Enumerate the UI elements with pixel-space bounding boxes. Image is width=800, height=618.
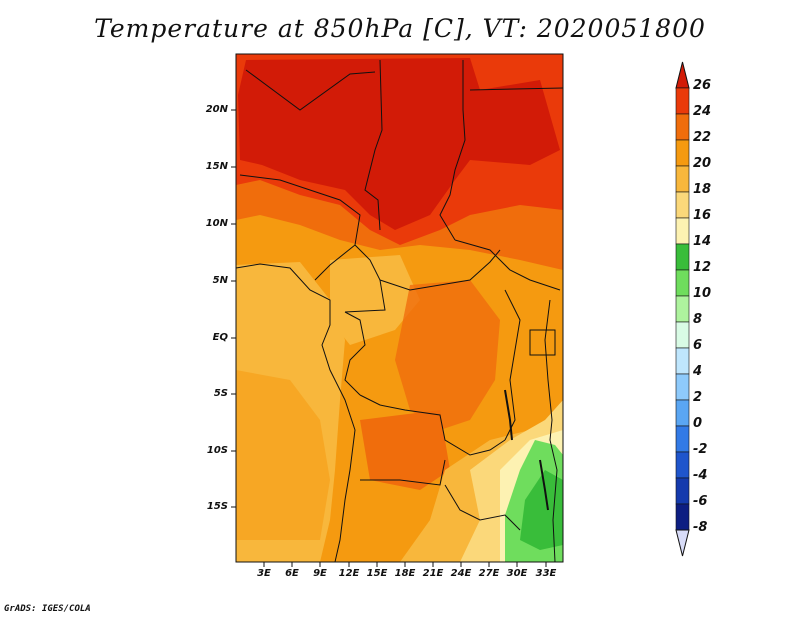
lon-label-21e: 21E: [422, 568, 444, 579]
lon-label-30e: 30E: [506, 568, 528, 579]
colorbar-label-26: 26: [693, 78, 712, 93]
lon-label-24e: 24E: [450, 568, 472, 579]
chart-title: Temperature at 850hPa [C], VT: 202005180…: [94, 14, 706, 43]
lake-tanganyika: [504, 389, 513, 441]
border-sudan-ethiopia: [469, 87, 563, 91]
lat-label-10s: 10S: [206, 445, 228, 456]
colorbar-label-8: 8: [693, 312, 703, 327]
colorbar-under-triangle: [675, 529, 690, 557]
coastline-west: [236, 263, 356, 562]
colorbar-label-neg4: -4: [693, 468, 708, 483]
colorbar-label-neg2: -2: [693, 442, 708, 457]
lon-label-6e: 6E: [285, 568, 299, 579]
field-west-ocean-mid: [236, 370, 330, 540]
border-car: [379, 249, 501, 291]
colorbar-swatch: [675, 295, 690, 323]
border-chad-west: [364, 59, 383, 231]
colorbar-swatch: [675, 139, 690, 167]
colorbar-label-22: 22: [693, 130, 712, 145]
colorbar-swatch: [675, 165, 690, 193]
border-niger-north: [245, 69, 376, 111]
grads-credit: GrADS: IGES/COLA: [4, 604, 91, 614]
colorbar-label-0: 0: [693, 416, 703, 431]
border-angola: [360, 459, 446, 486]
border-congo: [344, 311, 366, 396]
colorbar-swatch: [675, 217, 690, 245]
lon-ticks: [263, 562, 547, 567]
colorbar-swatch: [675, 373, 690, 401]
colorbar-label-4: 4: [693, 364, 703, 379]
colorbar-swatch: [675, 477, 690, 505]
field-angola-22: [360, 410, 450, 490]
lon-label-15e: 15E: [366, 568, 388, 579]
lat-label-20n: 20N: [205, 104, 228, 115]
lat-ticks: [231, 109, 236, 508]
colorbar-swatch: [675, 269, 690, 297]
colorbar-label-14: 14: [693, 234, 712, 249]
colorbar: [675, 61, 690, 557]
colorbar-swatch: [675, 425, 690, 453]
lat-label-eq: EQ: [212, 332, 228, 343]
lon-label-18e: 18E: [394, 568, 416, 579]
colorbar-label-2: 2: [693, 390, 703, 405]
colorbar-over-triangle: [675, 61, 690, 89]
colorbar-swatch: [675, 321, 690, 349]
border-nigeria: [239, 174, 361, 281]
border-drc-south: [359, 394, 506, 456]
colorbar-label-neg8: -8: [693, 520, 708, 535]
colorbar-swatch: [675, 347, 690, 375]
lon-label-27e: 27E: [478, 568, 500, 579]
lon-label-12e: 12E: [338, 568, 360, 579]
field-north-26: [238, 58, 560, 230]
lon-label-9e: 9E: [313, 568, 327, 579]
lat-label-15n: 15N: [205, 161, 228, 172]
colorbar-label-20: 20: [693, 156, 712, 171]
lon-label-3e: 3E: [257, 568, 271, 579]
temperature-field: [236, 54, 563, 562]
colorbar-swatch: [675, 113, 690, 141]
lake-malawi: [539, 459, 549, 511]
lat-label-15s: 15S: [206, 501, 228, 512]
colorbar-label-6: 6: [693, 338, 703, 353]
colorbar-swatch: [675, 451, 690, 479]
field-central-east: [395, 280, 500, 430]
border-drc-east: [504, 289, 521, 441]
colorbar-label-16: 16: [693, 208, 712, 223]
lon-label-33e: 33E: [535, 568, 557, 579]
colorbar-swatch: [675, 503, 690, 531]
border-chad-east: [439, 60, 466, 241]
lat-label-5s: 5S: [213, 388, 228, 399]
field-east-green-10: [520, 470, 563, 550]
map-frame: [235, 53, 564, 563]
colorbar-swatch: [675, 87, 690, 115]
lat-label-5n: 5N: [212, 275, 228, 286]
country-borders: [236, 59, 563, 562]
east-coast: [544, 299, 558, 562]
colorbar-label-neg6: -6: [693, 494, 708, 509]
colorbar-label-18: 18: [693, 182, 712, 197]
lat-label-10n: 10N: [205, 218, 228, 229]
border-sudan-south: [454, 239, 561, 291]
colorbar-swatch: [675, 243, 690, 271]
colorbar-label-12: 12: [693, 260, 712, 275]
colorbar-label-24: 24: [693, 104, 712, 119]
colorbar-swatch: [675, 399, 690, 427]
colorbar-label-10: 10: [693, 286, 712, 301]
border-zambia: [444, 484, 521, 531]
colorbar-swatch: [675, 191, 690, 219]
field-central-basin: [330, 255, 420, 345]
